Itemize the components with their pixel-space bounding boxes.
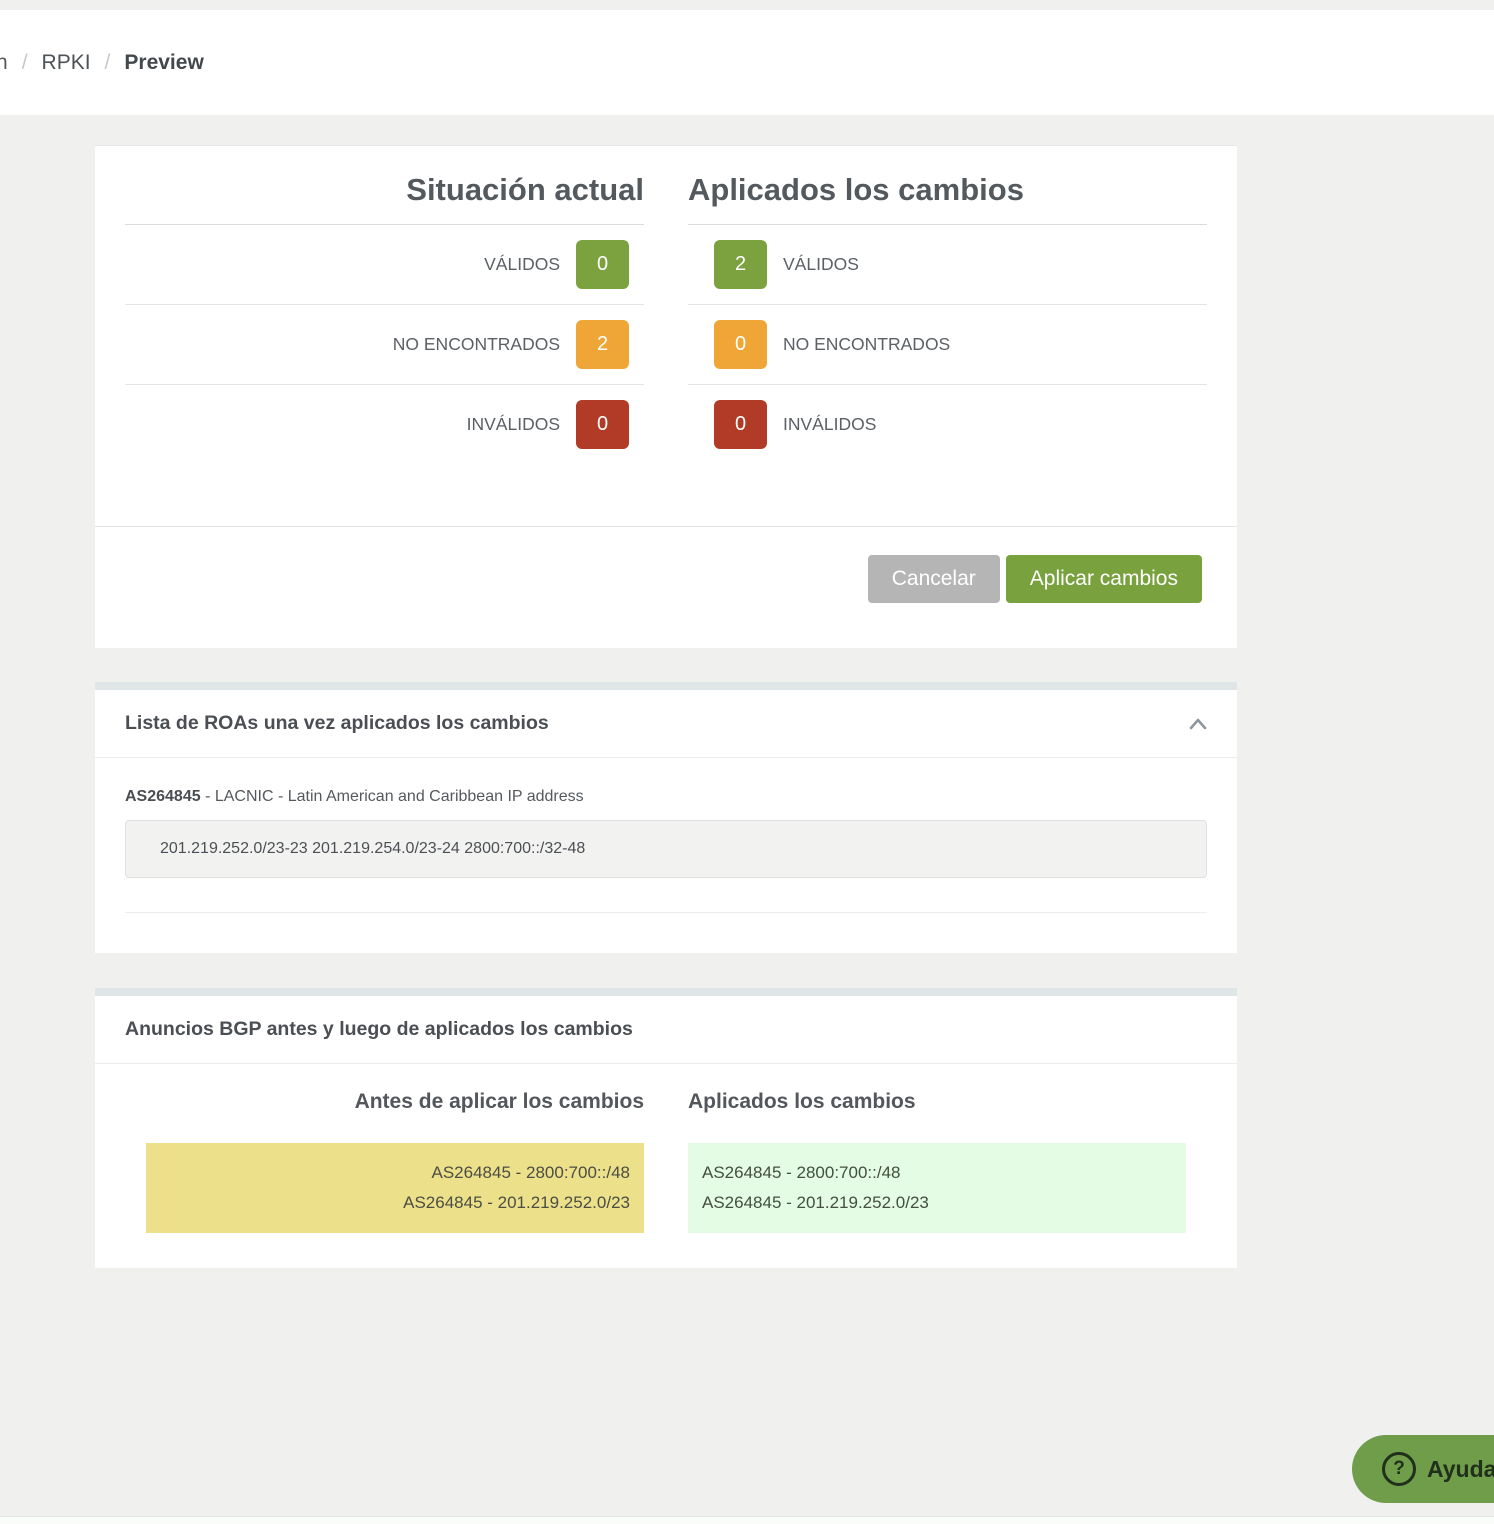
- valid-label: VÁLIDOS: [484, 254, 560, 274]
- breadcrumb-item-truncated[interactable]: n: [0, 50, 8, 74]
- applied-notfound-row: 0 NO ENCONTRADOS: [688, 305, 1207, 385]
- applied-changes-column: Aplicados los cambios 2 VÁLIDOS 0 NO ENC…: [688, 146, 1207, 464]
- roa-prefixes: 201.219.252.0/23-23 201.219.254.0/23-24 …: [160, 840, 586, 857]
- notfound-label: NO ENCONTRADOS: [783, 334, 951, 354]
- applied-invalid-row: 0 INVÁLIDOS: [688, 385, 1207, 464]
- current-situation-title: Situación actual: [125, 146, 644, 225]
- bgp-announcements-card: Anuncios BGP antes y luego de aplicados …: [95, 988, 1237, 1268]
- current-valid-row: VÁLIDOS 0: [125, 225, 644, 305]
- bgp-announcement-line: AS264845 - 2800:700::/48: [702, 1163, 901, 1182]
- applied-valid-row: 2 VÁLIDOS: [688, 225, 1207, 305]
- breadcrumb-item-preview: Preview: [124, 50, 204, 74]
- breadcrumb-bar: n / RPKI / Preview: [0, 10, 1494, 115]
- roa-holder-description: - LACNIC - Latin American and Caribbean …: [205, 788, 584, 805]
- roa-list-header[interactable]: Lista de ROAs una vez aplicados los camb…: [95, 690, 1237, 758]
- bgp-after-column: Aplicados los cambios AS264845 - 2800:70…: [688, 1064, 1207, 1233]
- preview-actions: Cancelar Aplicar cambios: [95, 526, 1237, 631]
- applied-changes-title: Aplicados los cambios: [688, 146, 1207, 225]
- breadcrumb-separator: /: [21, 50, 28, 74]
- cancel-button[interactable]: Cancelar: [867, 555, 1000, 603]
- help-button-label: Ayuda: [1427, 1455, 1494, 1482]
- current-situation-column: Situación actual VÁLIDOS 0 NO ENCONTRADO…: [125, 146, 644, 464]
- bgp-after-announcements: AS264845 - 2800:700::/48 AS264845 - 201.…: [688, 1143, 1186, 1233]
- help-button[interactable]: ? Ayuda: [1352, 1435, 1494, 1503]
- footer-strip: [0, 1516, 1494, 1524]
- valid-label: VÁLIDOS: [783, 254, 859, 274]
- roa-entry: AS264845 - LACNIC - Latin American and C…: [95, 758, 1237, 878]
- roa-list-title: Lista de ROAs una vez aplicados los camb…: [125, 712, 549, 734]
- card-top-strip: [95, 682, 1237, 690]
- bgp-before-column: Antes de aplicar los cambios AS264845 - …: [125, 1064, 644, 1233]
- card-top-strip: [95, 988, 1237, 996]
- invalid-count-badge: 0: [576, 400, 629, 449]
- breadcrumb-separator: /: [104, 50, 111, 74]
- valid-count-badge: 0: [576, 240, 629, 289]
- notfound-label: NO ENCONTRADOS: [392, 334, 560, 354]
- bgp-announcement-line: AS264845 - 201.219.252.0/23: [702, 1193, 929, 1212]
- breadcrumb: n / RPKI / Preview: [0, 51, 204, 75]
- valid-count-badge: 2: [714, 240, 767, 289]
- notfound-count-badge: 2: [576, 320, 629, 369]
- divider: [125, 912, 1207, 913]
- invalid-count-badge: 0: [714, 400, 767, 449]
- roa-asn: AS264845: [125, 788, 201, 805]
- bgp-announcement-line: AS264845 - 201.219.252.0/23: [403, 1193, 630, 1212]
- notfound-count-badge: 0: [714, 320, 767, 369]
- bgp-announcements-header: Anuncios BGP antes y luego de aplicados …: [95, 996, 1237, 1064]
- current-invalid-row: INVÁLIDOS 0: [125, 385, 644, 464]
- breadcrumb-item-rpki[interactable]: RPKI: [41, 50, 91, 74]
- apply-changes-button[interactable]: Aplicar cambios: [1005, 555, 1202, 603]
- question-circle-icon: ?: [1382, 1452, 1416, 1486]
- bgp-before-announcements: AS264845 - 2800:700::/48 AS264845 - 201.…: [146, 1143, 644, 1233]
- invalid-label: INVÁLIDOS: [783, 414, 877, 434]
- bgp-before-title: Antes de aplicar los cambios: [354, 1090, 644, 1113]
- bgp-after-title: Aplicados los cambios: [688, 1090, 916, 1113]
- bgp-announcement-line: AS264845 - 2800:700::/48: [431, 1163, 631, 1182]
- collapse-chevron-up-icon[interactable]: [1189, 718, 1207, 730]
- rpki-preview-panel: Situación actual VÁLIDOS 0 NO ENCONTRADO…: [95, 145, 1237, 648]
- roa-prefixes-box: 201.219.252.0/23-23 201.219.254.0/23-24 …: [125, 820, 1207, 878]
- bgp-announcements-title: Anuncios BGP antes y luego de aplicados …: [125, 1018, 633, 1040]
- invalid-label: INVÁLIDOS: [466, 414, 560, 434]
- current-notfound-row: NO ENCONTRADOS 2: [125, 305, 644, 385]
- roa-list-card: Lista de ROAs una vez aplicados los camb…: [95, 682, 1237, 953]
